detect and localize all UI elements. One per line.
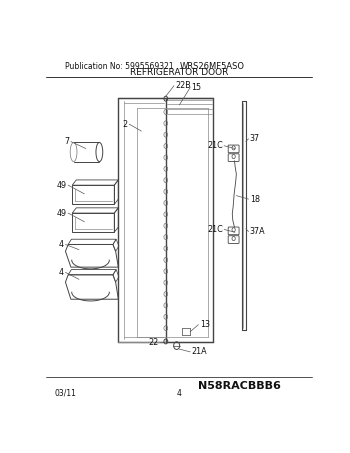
Text: 03/11: 03/11 bbox=[55, 389, 76, 398]
Text: 2: 2 bbox=[123, 120, 128, 129]
Text: 21C: 21C bbox=[207, 225, 223, 234]
Text: REFRIGERATOR DOOR: REFRIGERATOR DOOR bbox=[130, 68, 229, 77]
Text: 49: 49 bbox=[57, 181, 67, 190]
Text: 4: 4 bbox=[177, 389, 182, 398]
Text: 4: 4 bbox=[59, 268, 64, 277]
Text: Publication No: 5995569321: Publication No: 5995569321 bbox=[65, 62, 174, 71]
Text: WRS26MF5ASO: WRS26MF5ASO bbox=[180, 62, 244, 71]
Text: N58RACBBB6: N58RACBBB6 bbox=[198, 381, 280, 391]
Text: 18: 18 bbox=[250, 195, 260, 203]
Text: 15: 15 bbox=[191, 83, 202, 92]
Text: 37: 37 bbox=[250, 134, 260, 143]
Text: 7: 7 bbox=[64, 137, 70, 146]
Text: 13: 13 bbox=[200, 320, 210, 329]
Text: 37A: 37A bbox=[250, 227, 266, 236]
Text: 22: 22 bbox=[149, 337, 159, 347]
Text: 49: 49 bbox=[57, 208, 67, 217]
Text: 4: 4 bbox=[59, 240, 64, 249]
Text: 22B: 22B bbox=[175, 81, 191, 90]
Text: 21A: 21A bbox=[191, 347, 207, 357]
Text: 21C: 21C bbox=[207, 141, 223, 150]
